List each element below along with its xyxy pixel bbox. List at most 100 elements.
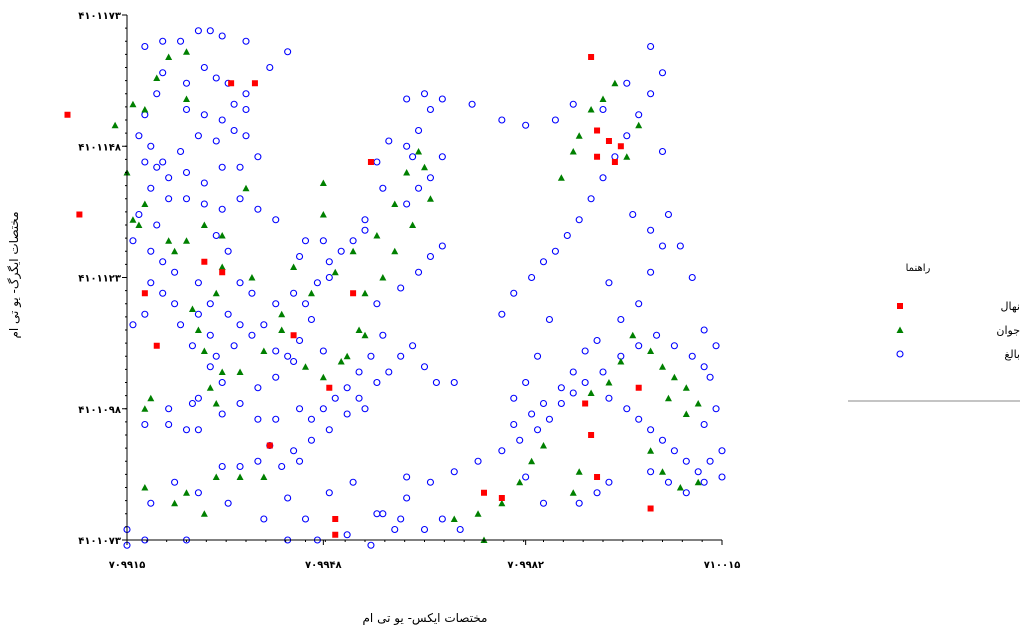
data-point [658,147,667,156]
data-point [700,326,708,334]
data-point [575,132,583,139]
data-point [718,447,726,455]
axes: ۴۱۰۱۰۷۳ ۴۱۰۱۰۹۸ ۴۱۰۱۱۲۳ ۴۱۰۱۱۴۸ ۴۱۰۱۱۷۳ ۷۰۹۹۱… [78,11,740,571]
data-point [159,158,167,166]
data-point [540,442,547,449]
data-point [629,210,637,219]
data-point [165,420,173,429]
data-point [528,273,536,282]
data-point [230,126,238,135]
data-point [569,489,577,496]
data-point [349,247,357,255]
data-point [159,289,167,297]
data-point [450,515,458,522]
data-point [694,478,702,486]
data-point [474,457,482,465]
data-point [194,279,202,287]
data-point [617,143,624,150]
data-point [343,352,351,360]
data-point [522,121,530,129]
data-point [688,273,696,282]
data-point [403,494,411,502]
data-point [141,484,149,491]
data-point [587,195,595,203]
data-point [218,462,226,471]
data-point [177,147,185,156]
data-point [319,211,327,218]
data-point [64,111,71,118]
data-point [272,216,280,224]
data-point [182,79,191,87]
data-point [236,462,244,471]
data-point [647,505,654,512]
data-point [266,442,273,449]
data-point [533,426,542,434]
data-point [212,289,220,297]
data-point [218,410,226,418]
data-point [313,279,321,287]
data-point [153,221,161,229]
data-point [278,310,286,318]
data-point [379,274,387,281]
data-point [664,478,673,486]
data-point [337,247,345,255]
data-point [188,399,196,408]
data-point [129,100,137,108]
data-point [111,121,119,129]
data-point [605,478,613,486]
data-point [551,247,559,255]
data-point [272,347,280,355]
data-point [219,269,226,276]
data-point [236,368,244,375]
data-point [575,468,583,475]
x-tick-label: ۷۰۹۹۴۸ [305,560,342,571]
data-point [670,373,678,381]
data-point [183,95,190,102]
data-point [498,499,506,507]
data-point [141,200,149,207]
data-point [682,384,690,391]
data-point [343,531,351,539]
data-point [284,352,292,360]
data-point [700,420,708,429]
data-point [623,132,631,140]
data-point [379,184,387,192]
data-point [450,378,458,387]
data-point [159,69,167,77]
data-point [588,432,595,438]
data-point [403,95,411,103]
x-tick-label: ۷۰۹۹۱۵ [109,560,146,571]
legend-title: راهنما [906,263,931,274]
data-point [599,368,607,376]
data-point [361,331,369,339]
data-point [254,153,262,161]
data-point [539,399,548,408]
data-point [623,153,631,160]
data-point [218,163,226,171]
data-point [218,232,226,239]
data-point [242,90,250,98]
data-point [218,205,226,213]
data-point [379,331,387,339]
data-point [141,420,149,429]
data-point [575,216,583,224]
data-point [212,352,220,360]
data-point [664,210,673,219]
data-point [533,352,542,360]
data-point [373,510,381,518]
data-point [551,116,559,124]
data-point [510,289,518,297]
data-point [301,237,310,245]
data-point [355,394,363,402]
data-point [224,310,232,318]
data-point [539,258,548,266]
data-point [599,174,607,182]
data-point [260,347,268,354]
data-point [355,368,363,376]
data-point [200,510,208,517]
data-point [331,394,339,402]
data-point [367,352,375,360]
data-point [302,363,309,370]
data-point [248,331,256,339]
data-point [409,153,417,161]
